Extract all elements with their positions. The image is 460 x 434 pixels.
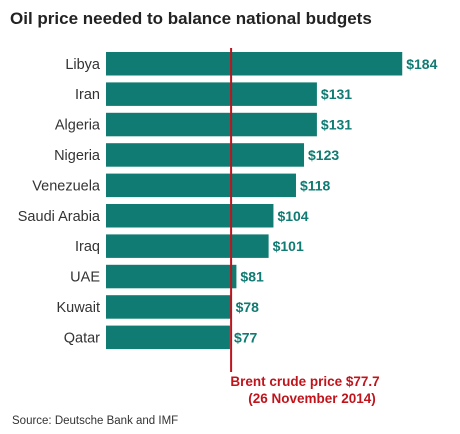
category-label: Venezuela xyxy=(32,178,101,194)
category-label: Libya xyxy=(65,57,101,73)
bar xyxy=(106,295,232,319)
value-label: $131 xyxy=(321,117,352,133)
category-label: Iran xyxy=(75,87,100,103)
category-label: Kuwait xyxy=(56,300,100,316)
bar xyxy=(106,264,237,289)
source-note: Source: Deutsche Bank and IMF xyxy=(12,415,178,427)
bar xyxy=(106,173,296,198)
bar xyxy=(106,112,317,137)
category-label: Nigeria xyxy=(54,148,101,164)
category-label: UAE xyxy=(70,270,100,286)
value-label: $81 xyxy=(240,269,264,285)
value-label: $101 xyxy=(273,238,304,254)
reference-label-line-1: Brent crude price $77.7 xyxy=(230,374,379,389)
bar xyxy=(106,325,230,350)
category-label: Qatar xyxy=(64,330,100,346)
bar xyxy=(106,52,403,76)
value-label: $131 xyxy=(321,86,352,102)
reference-label-line-2: (26 November 2014) xyxy=(248,391,376,406)
chart-title: Oil price needed to balance national bud… xyxy=(10,9,372,28)
bar xyxy=(106,204,274,228)
value-label: $118 xyxy=(300,177,331,193)
bars-group: Libya $184 Iran $131 Algeria $131 Nigeria $123 V… xyxy=(18,52,438,350)
value-label: $123 xyxy=(308,147,339,163)
value-label: $104 xyxy=(277,208,308,224)
value-label: $78 xyxy=(236,299,260,315)
category-label: Saudi Arabia xyxy=(18,209,101,225)
category-label: Iraq xyxy=(75,239,100,255)
bar xyxy=(106,82,317,106)
category-label: Algeria xyxy=(55,118,101,134)
value-label: $184 xyxy=(406,56,437,72)
bar xyxy=(106,234,269,258)
bar xyxy=(106,143,305,167)
value-label: $77 xyxy=(234,329,258,345)
